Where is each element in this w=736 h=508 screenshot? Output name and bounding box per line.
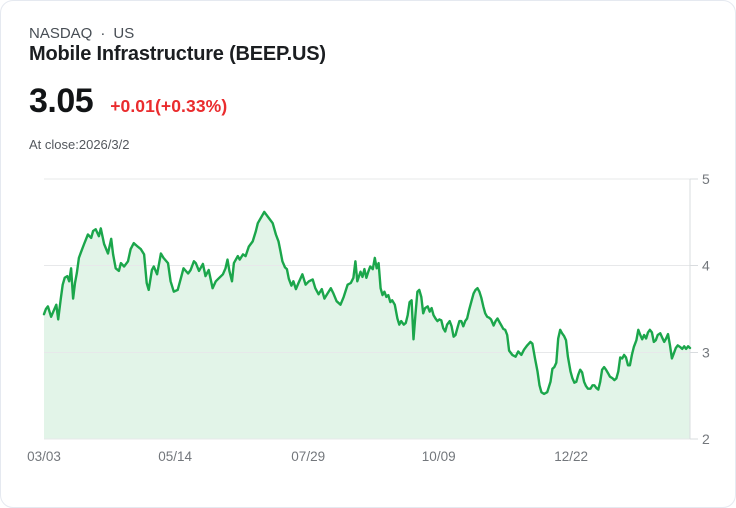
page-title: Mobile Infrastructure (BEEP.US) <box>29 43 326 65</box>
x-tick-label: 10/09 <box>422 449 456 464</box>
exchange-label: NASDAQ <box>29 25 93 42</box>
price-row: 3.05 +0.01(+0.33%) <box>29 84 227 118</box>
y-tick-label: 2 <box>702 431 710 447</box>
price-line <box>42 210 692 396</box>
x-tick-label: 07/29 <box>291 449 325 464</box>
region-label: US <box>113 25 135 42</box>
area-fill <box>44 211 690 439</box>
x-tick-label: 05/14 <box>158 449 192 464</box>
x-tick-label: 12/22 <box>554 449 588 464</box>
at-close-label: At close:2026/3/2 <box>29 137 130 152</box>
exchange-row: NASDAQ · US <box>29 25 134 42</box>
separator-dot: · <box>100 25 106 42</box>
last-price: 3.05 <box>29 82 94 120</box>
y-tick-label: 4 <box>702 258 710 274</box>
y-tick-label: 3 <box>702 344 710 360</box>
y-tick-label: 5 <box>702 171 710 187</box>
price-change: +0.01(+0.33%) <box>110 96 228 116</box>
x-tick-label: 03/03 <box>27 449 61 464</box>
